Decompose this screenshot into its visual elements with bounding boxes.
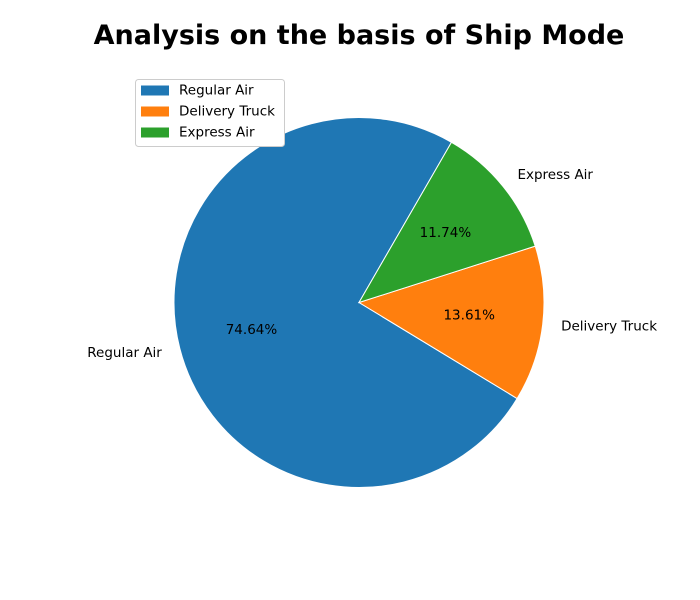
slice-percent-express-air: 11.74% bbox=[420, 225, 472, 241]
legend-swatch-regular-air bbox=[141, 85, 169, 96]
slice-percent-regular-air: 74.64% bbox=[226, 322, 278, 338]
slice-regular-air bbox=[173, 117, 518, 488]
legend-label-delivery-truck: Delivery Truck bbox=[179, 104, 275, 120]
legend-swatch-express-air bbox=[141, 127, 169, 138]
legend-label-regular-air: Regular Air bbox=[179, 83, 254, 99]
slice-percent-delivery-truck: 13.61% bbox=[443, 308, 495, 324]
slice-express-air bbox=[357, 141, 536, 304]
legend-swatch-delivery-truck bbox=[141, 106, 169, 117]
slice-label-delivery-truck: Delivery Truck bbox=[561, 318, 657, 334]
legend: Regular Air Delivery Truck Express Air bbox=[135, 79, 285, 147]
slice-label-regular-air: Regular Air bbox=[87, 345, 162, 361]
legend-frame bbox=[135, 79, 285, 147]
slice-label-express-air: Express Air bbox=[517, 167, 593, 183]
pie-slices bbox=[173, 117, 545, 488]
slice-labels: Regular Air 74.64% Delivery Truck 13.61% Exp… bbox=[87, 167, 657, 361]
chart-title: Analysis on the basis of Ship Mode bbox=[94, 20, 625, 51]
legend-label-express-air: Express Air bbox=[179, 125, 255, 141]
slice-delivery-truck bbox=[357, 245, 545, 400]
